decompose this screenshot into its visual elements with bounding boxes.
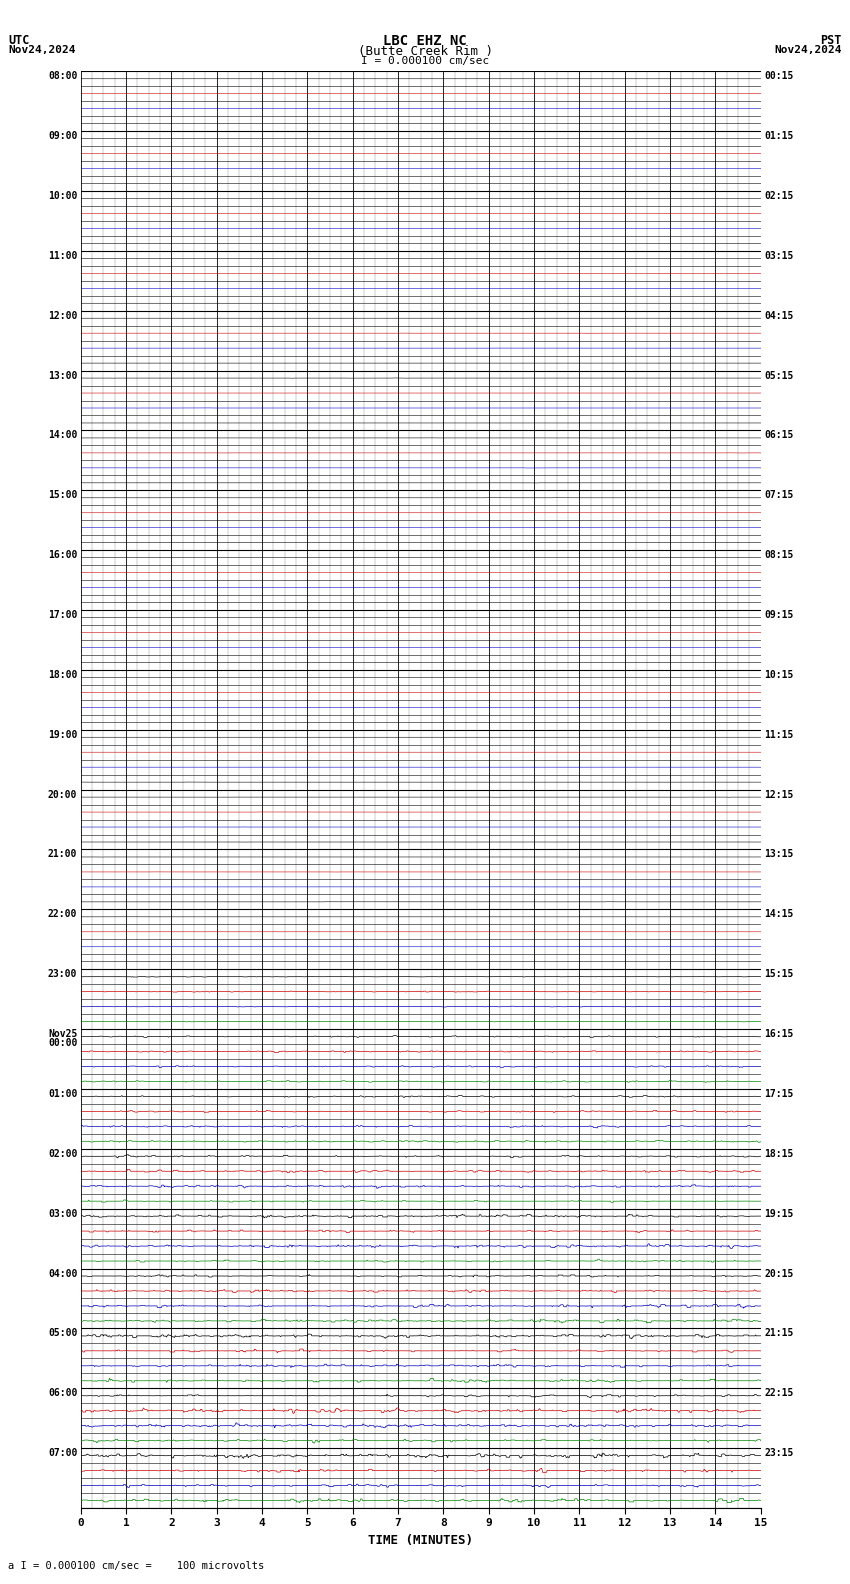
Text: LBC EHZ NC: LBC EHZ NC [383, 33, 467, 48]
Text: 22:15: 22:15 [764, 1388, 794, 1399]
Text: 09:15: 09:15 [764, 610, 794, 619]
Text: 03:15: 03:15 [764, 250, 794, 261]
Text: 20:00: 20:00 [48, 789, 77, 800]
Text: 07:15: 07:15 [764, 491, 794, 501]
Text: 11:00: 11:00 [48, 250, 77, 261]
Text: 23:00: 23:00 [48, 969, 77, 979]
Text: 11:15: 11:15 [764, 730, 794, 740]
Text: PST: PST [820, 33, 842, 48]
Text: 13:15: 13:15 [764, 849, 794, 860]
Text: 22:00: 22:00 [48, 909, 77, 919]
Text: (Butte Creek Rim ): (Butte Creek Rim ) [358, 44, 492, 59]
Text: a I = 0.000100 cm/sec =    100 microvolts: a I = 0.000100 cm/sec = 100 microvolts [8, 1562, 264, 1571]
Text: 21:00: 21:00 [48, 849, 77, 860]
Text: 04:00: 04:00 [48, 1269, 77, 1278]
Text: 01:15: 01:15 [764, 131, 794, 141]
Text: 02:00: 02:00 [48, 1148, 77, 1159]
Text: 17:00: 17:00 [48, 610, 77, 619]
Text: 20:15: 20:15 [764, 1269, 794, 1278]
Text: 09:00: 09:00 [48, 131, 77, 141]
Text: 23:15: 23:15 [764, 1448, 794, 1459]
Text: 01:00: 01:00 [48, 1088, 77, 1099]
Text: 10:00: 10:00 [48, 192, 77, 201]
X-axis label: TIME (MINUTES): TIME (MINUTES) [368, 1533, 473, 1548]
Text: 08:15: 08:15 [764, 550, 794, 561]
Text: Nov24,2024: Nov24,2024 [8, 44, 76, 55]
Text: Nov24,2024: Nov24,2024 [774, 44, 842, 55]
Text: 06:15: 06:15 [764, 431, 794, 440]
Text: 02:15: 02:15 [764, 192, 794, 201]
Text: 12:00: 12:00 [48, 310, 77, 320]
Text: 17:15: 17:15 [764, 1088, 794, 1099]
Text: 14:00: 14:00 [48, 431, 77, 440]
Text: 16:15: 16:15 [764, 1030, 794, 1039]
Text: 07:00: 07:00 [48, 1448, 77, 1459]
Text: I = 0.000100 cm/sec: I = 0.000100 cm/sec [361, 55, 489, 67]
Text: 05:15: 05:15 [764, 371, 794, 380]
Text: 19:00: 19:00 [48, 730, 77, 740]
Text: 16:00: 16:00 [48, 550, 77, 561]
Text: 06:00: 06:00 [48, 1388, 77, 1399]
Text: 03:00: 03:00 [48, 1209, 77, 1218]
Text: 10:15: 10:15 [764, 670, 794, 680]
Text: Nov25
00:00: Nov25 00:00 [48, 1030, 77, 1049]
Text: 18:15: 18:15 [764, 1148, 794, 1159]
Text: 15:15: 15:15 [764, 969, 794, 979]
Text: 00:15: 00:15 [764, 71, 794, 81]
Text: 15:00: 15:00 [48, 491, 77, 501]
Text: 19:15: 19:15 [764, 1209, 794, 1218]
Text: 04:15: 04:15 [764, 310, 794, 320]
Text: 13:00: 13:00 [48, 371, 77, 380]
Text: 08:00: 08:00 [48, 71, 77, 81]
Text: 21:15: 21:15 [764, 1329, 794, 1338]
Text: 05:00: 05:00 [48, 1329, 77, 1338]
Text: UTC: UTC [8, 33, 30, 48]
Text: 18:00: 18:00 [48, 670, 77, 680]
Text: 12:15: 12:15 [764, 789, 794, 800]
Text: 14:15: 14:15 [764, 909, 794, 919]
